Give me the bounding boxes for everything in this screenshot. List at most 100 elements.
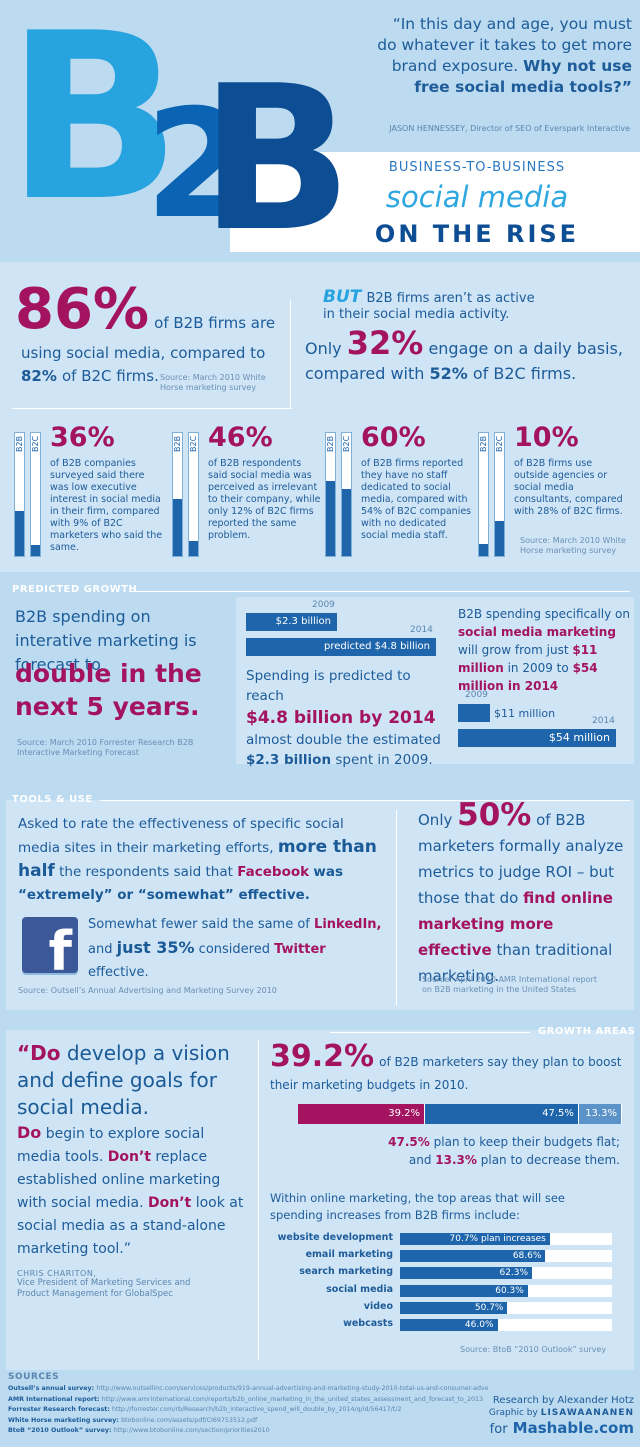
area-label: webcasts bbox=[343, 1318, 393, 1329]
header-quote: “In this day and age, you must do whatev… bbox=[370, 14, 632, 98]
area-fill: 68.6% bbox=[400, 1250, 546, 1263]
intro-panel bbox=[0, 262, 640, 572]
growth-quote: “Do develop a vision and define goals fo… bbox=[17, 1040, 247, 1300]
intro-left-pct: 86% bbox=[15, 277, 150, 342]
area-fill: 46.0% bbox=[400, 1319, 498, 1331]
stat-pct: 60% bbox=[361, 422, 426, 453]
sm-bar1 bbox=[458, 704, 491, 722]
area-fill: 70.7% plan increases bbox=[400, 1233, 550, 1245]
growth-heading: GROWTH AREAS bbox=[538, 1026, 636, 1037]
stat-bar-fill-b2b bbox=[479, 543, 488, 556]
area-row: video 50.7% bbox=[270, 1301, 615, 1315]
tools-right-pct: 50% bbox=[457, 797, 532, 833]
tools-text-2: the respondents said that bbox=[59, 864, 233, 880]
stat-bar-b2c bbox=[188, 432, 199, 557]
stat-bar-fill-b2c bbox=[495, 521, 504, 556]
intro-divider bbox=[290, 300, 291, 408]
source-url[interactable]: btobonline.com/assets/pdf/CI69753512.pdf bbox=[121, 1416, 258, 1424]
predicted-right-emph-1: social media marketing bbox=[458, 625, 616, 639]
source-url[interactable]: http://www.outsellinc.com/services/produ… bbox=[96, 1385, 488, 1392]
budget-dec: and 13.3% plan to decrease them. bbox=[320, 1151, 620, 1169]
tools-text-5: and bbox=[88, 942, 113, 957]
header-quote-panel bbox=[300, 0, 640, 150]
area-track: 62.3% bbox=[400, 1267, 612, 1280]
sources-list: Outsell’s annual survey: http://www.outs… bbox=[8, 1384, 488, 1437]
tools-text-6: considered bbox=[198, 942, 270, 957]
stat-item: B2B B2C 36% of B2B companies surveyed said … bbox=[14, 420, 169, 560]
area-label: email marketing bbox=[305, 1249, 393, 1261]
budget-flat-pct: 47.5% bbox=[388, 1135, 430, 1149]
tools-panel bbox=[6, 800, 634, 1010]
predicted-right-emph-2: $11 million bbox=[458, 643, 598, 675]
subtitle-3: ON THE RISE bbox=[374, 220, 580, 248]
stat-bar-label-b2c: B2C bbox=[342, 435, 351, 452]
intro-right-text-2: in their social media activity. bbox=[323, 307, 510, 322]
logo-letter-b1: B bbox=[6, 0, 181, 252]
quote-author-title: Vice President of Marketing Services and… bbox=[17, 1278, 191, 1299]
predicted-mid-text-1: Spending is predicted to reach bbox=[246, 668, 411, 704]
predicted-mid-line-4: $2.3 billion spent in 2009. bbox=[246, 750, 446, 770]
mashable[interactable]: Mashable.com bbox=[512, 1419, 634, 1437]
intro-left-line-3: 82% of B2C firms. bbox=[21, 366, 285, 385]
intro-right-line-1: BUT B2B firms aren’t as active bbox=[323, 287, 635, 307]
area-label: website development bbox=[277, 1232, 393, 1243]
tools-source: Source: Outsell’s Annual Advertising and… bbox=[18, 986, 277, 995]
growth-heading-line bbox=[330, 1032, 530, 1033]
source-item: AMR International report: http://www.amr… bbox=[8, 1395, 488, 1406]
research-by: Research by Alexander Hotz bbox=[492, 1395, 634, 1406]
stat-bar-b2b bbox=[14, 432, 25, 557]
stat-bar-b2b bbox=[325, 432, 336, 557]
source-url[interactable]: http://www.amrinternational.com/reports/… bbox=[101, 1395, 484, 1403]
stat-text: of B2B firms use outside agencies or soc… bbox=[514, 458, 623, 517]
source-name: White Horse marketing survey: bbox=[8, 1416, 122, 1424]
areas-chart: website development 70.7% plan increases e… bbox=[0, 1232, 640, 1342]
pg-bar2-year: 2014 bbox=[410, 625, 433, 635]
tools-heading-line bbox=[100, 800, 630, 801]
stat-bar-label-b2c: B2C bbox=[189, 435, 198, 452]
stat-text: of B2B respondents said social media was… bbox=[208, 458, 321, 541]
intro-right-text-4a: compared with bbox=[305, 364, 425, 383]
predicted-right: B2B spending specifically on social medi… bbox=[458, 605, 630, 695]
quote-line-3-rest: replace established online marketing wit… bbox=[17, 1149, 221, 1211]
intro-divider-h bbox=[12, 408, 292, 409]
area-row: email marketing 68.6% bbox=[270, 1249, 615, 1263]
stat-bar-label-b2b: B2B bbox=[326, 435, 335, 452]
area-row: webcasts 46.0% bbox=[270, 1318, 615, 1332]
intro-left: 86% of B2B firms are using social media,… bbox=[15, 277, 285, 386]
stat-bar-label-b2b: B2B bbox=[15, 435, 24, 452]
subtitle-strip bbox=[230, 152, 640, 252]
tools-text-4: Somewhat fewer said the same of bbox=[88, 917, 310, 932]
pg-bar1: $2.3 billion bbox=[246, 613, 338, 631]
stat-grid: B2B B2C 36% of B2B companies surveyed said … bbox=[0, 420, 640, 565]
source-url[interactable]: http://forrester.com/rb/Research/b2b_int… bbox=[111, 1406, 402, 1413]
stat-item: B2B B2C 46% of B2B respondents said social … bbox=[172, 420, 327, 560]
stat-pct: 36% bbox=[50, 422, 115, 453]
intro-left-text-1: of B2B firms are bbox=[154, 314, 276, 332]
intro-left-text-2: using social media, compared to bbox=[21, 344, 266, 362]
subtitle-2: social media bbox=[385, 180, 569, 214]
area-track: 70.7% plan increases bbox=[400, 1233, 612, 1245]
quote-line-2-emph: Do bbox=[17, 1123, 42, 1142]
pg-bar1-label: $2.3 billion bbox=[275, 616, 332, 627]
predicted-mid-text-4: spent in 2009. bbox=[335, 752, 433, 768]
area-label: search marketing bbox=[299, 1266, 393, 1278]
area-track: 60.3% bbox=[400, 1284, 612, 1297]
growth-divider bbox=[258, 1040, 259, 1360]
predicted-left-big: double in the next 5 years. bbox=[15, 659, 202, 721]
area-fill: 50.7% bbox=[400, 1301, 508, 1314]
intro-right-only: Only bbox=[305, 339, 342, 358]
source-item: Outsell’s annual survey: http://www.outs… bbox=[8, 1384, 488, 1395]
credits: Research by Alexander Hotz Graphic by LI… bbox=[480, 1395, 634, 1437]
source-url[interactable]: http://www.btobonline.com/section/priori… bbox=[113, 1427, 270, 1434]
quote-line-4-rest: look at social media as a stand-alone ma… bbox=[17, 1195, 244, 1257]
mashable-line: for Mashable.com bbox=[480, 1418, 634, 1437]
predicted-right-emph-3: $54 million in 2014 bbox=[458, 661, 598, 693]
sm-bar1-label: $11 million bbox=[494, 707, 556, 720]
tools-text-1: Asked to rate the effectiveness of speci… bbox=[18, 816, 344, 856]
quote-emph: Why not use free social media tools?” bbox=[414, 57, 632, 96]
quote-line-1: “Do develop a vision and define goals fo… bbox=[17, 1040, 247, 1121]
sm-bar2-label: $54 million bbox=[548, 731, 610, 744]
stat-bar-b2c bbox=[494, 432, 505, 557]
stat-bar-label-b2c: B2C bbox=[495, 435, 504, 452]
quote-line-3-emph: Don’t bbox=[107, 1149, 151, 1165]
